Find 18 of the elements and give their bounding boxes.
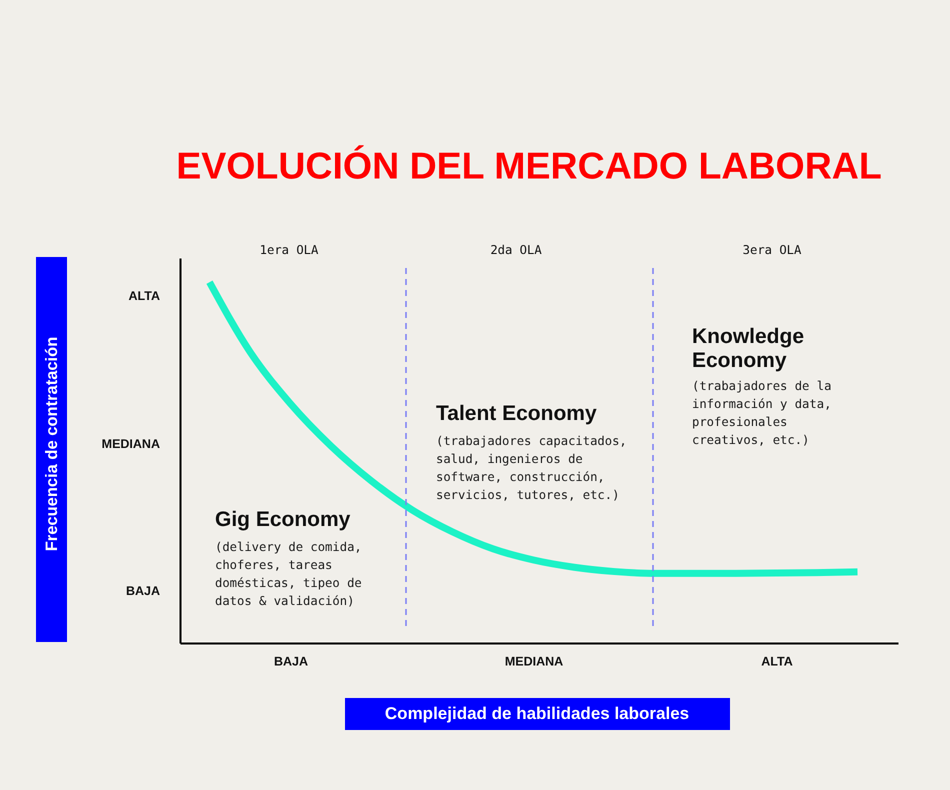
x-tick-label: BAJA — [274, 654, 308, 668]
text: MEDIANA — [102, 437, 160, 451]
annotation: (trabajadores de la información y data, profesionales creativos, etc.) — [692, 379, 832, 447]
annotation: Gig Economy — [215, 508, 351, 531]
annotation: (trabajadores capacitados, salud, ingenieros de software, construcción, servicios, tutores, etc.) — [436, 434, 627, 502]
text: 2da OLA — [490, 243, 542, 257]
chart-title: EVOLUCIÓN DEL MERCADO LABORAL — [176, 144, 882, 186]
annotation: Talent Economy — [436, 402, 597, 425]
text: Frecuencia de contratación — [43, 336, 61, 552]
text: 1era OLA — [260, 243, 320, 257]
text: 3era OLA — [742, 243, 802, 257]
text: BAJA — [126, 584, 160, 598]
x-tick-label: ALTA — [761, 654, 793, 668]
annotation: Knowledge Economy — [692, 325, 804, 372]
annotation: (delivery de comida, choferes, tareas domésticas, tipeo de datos & validación) — [215, 540, 362, 608]
x-tick-label: MEDIANA — [504, 654, 564, 668]
text: ALTA — [128, 289, 160, 303]
x-axis-title: Complejidad de habilidades laborales — [384, 704, 690, 723]
